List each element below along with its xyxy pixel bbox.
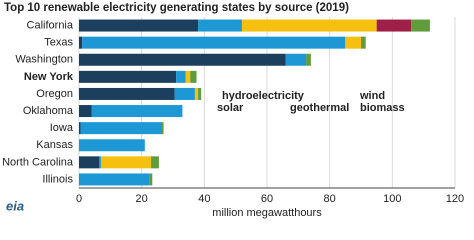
bar-segment <box>91 105 183 118</box>
bar-segment <box>79 53 286 66</box>
bar-segment <box>285 53 307 66</box>
bar-segment <box>345 36 361 49</box>
y-tick-label: Texas <box>44 37 73 49</box>
bar-segment <box>99 156 101 169</box>
logo: eia <box>6 198 24 213</box>
y-tick-label: Oregon <box>36 88 73 100</box>
y-tick-label: Iowa <box>50 122 74 134</box>
bar-segment <box>194 87 199 100</box>
bar-segment <box>149 173 153 186</box>
y-tick-label: New York <box>24 71 74 83</box>
bar-segment <box>79 70 177 83</box>
legend-label: wind <box>359 90 385 102</box>
y-tick-label: California <box>27 19 74 31</box>
bar-segment <box>241 19 377 32</box>
bar-segment <box>80 122 163 135</box>
bar-segment <box>79 173 150 186</box>
legend-label: biomass <box>360 102 405 114</box>
x-axis-label: million megawatthours <box>212 207 322 219</box>
chart-title: Top 10 renewable electricity generating … <box>4 2 349 14</box>
x-tick-label: 0 <box>76 193 82 205</box>
bar-segment <box>151 156 159 169</box>
bar-segment <box>162 122 164 135</box>
bar-segment <box>198 87 202 100</box>
bar-segment <box>190 70 197 83</box>
y-tick-label: North Carolina <box>2 156 74 168</box>
y-tick-label: Illinois <box>42 173 73 185</box>
chart: Top 10 renewable electricity generating … <box>2 2 464 219</box>
bar-segment <box>82 36 346 49</box>
legend-label: hydroelectricity <box>222 90 305 102</box>
bar-segment <box>174 87 195 100</box>
bar-segment <box>306 53 311 66</box>
x-tick-label: 60 <box>261 193 273 205</box>
bar-segment <box>185 70 191 83</box>
y-tick-label: Oklahoma <box>23 105 74 117</box>
bar-segment <box>79 139 145 152</box>
y-tick-label: Kansas <box>36 139 73 151</box>
x-tick-label: 120 <box>446 193 464 205</box>
bar-segment <box>79 156 100 169</box>
bar-segment <box>79 105 92 118</box>
bar-segment <box>198 19 242 32</box>
legend-label: geothermal <box>290 102 349 114</box>
bar-segment <box>176 70 186 83</box>
bar-segment <box>79 122 81 135</box>
bar-segment <box>376 19 412 32</box>
x-tick-label: 100 <box>383 193 401 205</box>
bar-segment <box>79 36 83 49</box>
x-tick-label: 40 <box>198 193 210 205</box>
x-tick-label: 80 <box>324 193 336 205</box>
y-tick-label: Washington <box>15 54 73 66</box>
bar-segment <box>100 156 152 169</box>
bar-segment <box>361 36 366 49</box>
x-tick-label: 20 <box>136 193 148 205</box>
bar-segment <box>79 87 175 100</box>
legend-label: solar <box>217 102 244 114</box>
bar-segment <box>79 19 199 32</box>
bar-segment <box>411 19 430 32</box>
